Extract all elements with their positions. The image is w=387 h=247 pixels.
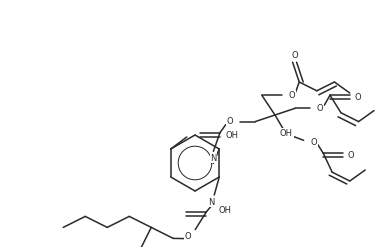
Text: O: O bbox=[288, 91, 295, 100]
Text: N: N bbox=[208, 198, 214, 206]
Text: OH: OH bbox=[226, 131, 238, 140]
Text: OH: OH bbox=[218, 206, 231, 214]
Text: N: N bbox=[210, 154, 217, 163]
Text: O: O bbox=[226, 117, 233, 126]
Text: O: O bbox=[310, 138, 317, 147]
Text: O: O bbox=[291, 51, 298, 60]
Text: O: O bbox=[317, 104, 324, 113]
Text: O: O bbox=[348, 151, 354, 160]
Text: O: O bbox=[185, 232, 192, 241]
Text: O: O bbox=[354, 93, 361, 102]
Text: OH: OH bbox=[280, 128, 293, 138]
